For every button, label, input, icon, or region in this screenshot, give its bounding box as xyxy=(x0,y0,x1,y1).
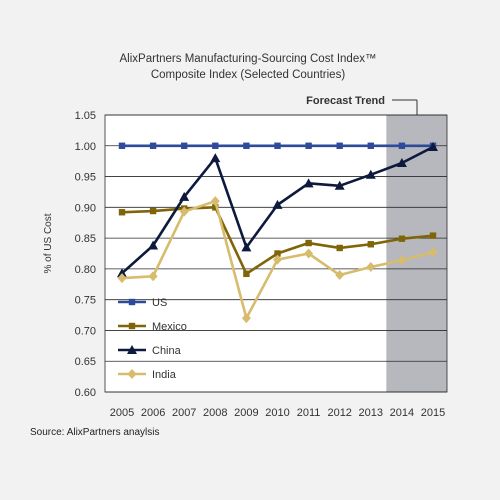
data-point-us xyxy=(398,142,406,149)
x-tick-label: 2009 xyxy=(234,407,258,419)
data-point-china xyxy=(428,142,438,152)
x-tick-label: 2005 xyxy=(110,407,134,419)
series-india xyxy=(117,196,438,324)
x-tick-label: 2006 xyxy=(141,407,165,419)
data-point-us xyxy=(274,142,281,149)
data-point-india xyxy=(179,206,189,217)
legend-label-china: China xyxy=(152,345,182,357)
legend-label-us: US xyxy=(152,297,167,309)
data-point-india xyxy=(397,255,407,266)
data-point-india xyxy=(428,247,438,258)
x-tick-label: 2010 xyxy=(265,407,289,419)
data-point-china xyxy=(117,268,127,278)
y-tick-label: 0.75 xyxy=(75,295,96,307)
data-point-india xyxy=(241,313,251,324)
plot-frame xyxy=(104,114,448,393)
y-tick-label: 0.85 xyxy=(75,233,96,245)
series-china xyxy=(117,142,438,278)
data-point-mexico xyxy=(367,241,374,248)
y-tick-label: 0.60 xyxy=(75,387,96,399)
legend-item-mexico: Mexico xyxy=(118,321,187,333)
data-point-us xyxy=(149,142,157,149)
data-point-china xyxy=(210,153,221,163)
data-point-mexico xyxy=(149,207,157,215)
data-point-china xyxy=(241,242,252,252)
data-point-mexico xyxy=(212,204,219,211)
chart-title-line-2: Composite Index (Selected Countries) xyxy=(151,69,345,81)
y-tick-label: 0.90 xyxy=(75,202,96,214)
series-mexico xyxy=(118,204,437,278)
data-point-mexico xyxy=(118,209,126,216)
data-point-mexico xyxy=(429,232,437,239)
data-point-us xyxy=(212,142,219,149)
x-tick-label: 2012 xyxy=(327,407,351,419)
x-tick-label: 2013 xyxy=(359,407,383,419)
data-point-china xyxy=(396,158,407,168)
data-point-mexico xyxy=(398,235,406,242)
legend-item-india: India xyxy=(118,369,177,381)
data-point-china xyxy=(148,240,159,250)
y-tick-label: 1.00 xyxy=(75,141,96,153)
data-point-mexico xyxy=(243,270,250,278)
x-tick-label: 2014 xyxy=(390,407,414,419)
data-point-china xyxy=(303,178,314,188)
data-point-us xyxy=(243,142,250,149)
data-point-us xyxy=(367,142,374,149)
data-point-mexico xyxy=(305,239,312,247)
plot-background-layer xyxy=(104,99,448,393)
data-point-india xyxy=(366,262,376,273)
data-point-india xyxy=(304,248,314,259)
data-point-mexico xyxy=(274,250,281,257)
x-tick-label: 2015 xyxy=(421,407,445,419)
legend-item-china: China xyxy=(118,345,182,357)
y-axis-label: % of US Cost xyxy=(43,213,54,273)
data-point-us xyxy=(336,142,343,149)
y-tick-label: 0.65 xyxy=(75,356,96,368)
data-point-india xyxy=(148,271,158,282)
data-point-us xyxy=(118,142,126,149)
data-point-india xyxy=(210,196,220,207)
x-tick-label: 2007 xyxy=(172,407,196,419)
forecast-trend-label: Forecast Trend xyxy=(306,95,385,107)
data-point-china xyxy=(272,199,283,209)
data-point-us xyxy=(305,142,312,149)
data-point-mexico xyxy=(336,244,343,252)
legend-marker-china xyxy=(127,345,137,354)
chart-title-line-1: AlixPartners Manufacturing-Sourcing Cost… xyxy=(120,53,377,65)
y-tick-label: 1.05 xyxy=(75,110,96,122)
data-point-china xyxy=(179,191,190,201)
data-point-india xyxy=(335,270,345,281)
x-tick-label: 2008 xyxy=(203,407,227,419)
forecast-region xyxy=(386,115,447,392)
data-point-china xyxy=(365,169,376,179)
data-point-china xyxy=(334,180,345,190)
legend-label-india: India xyxy=(152,369,177,381)
legend-label-mexico: Mexico xyxy=(152,321,187,333)
source-note: Source: AlixPartners anaylsis xyxy=(30,427,160,438)
y-tick-label: 0.80 xyxy=(75,264,96,276)
y-tick-label: 0.95 xyxy=(75,172,96,184)
legend-marker-us xyxy=(128,298,136,306)
x-tick-label: 2011 xyxy=(297,407,321,419)
y-tick-label: 0.70 xyxy=(75,325,96,337)
legend-marker-india xyxy=(127,369,137,379)
series-us xyxy=(118,142,437,149)
data-point-india xyxy=(273,254,282,265)
data-point-india xyxy=(117,273,127,284)
legend-marker-mexico xyxy=(128,322,136,330)
data-point-us xyxy=(181,142,188,149)
legend-item-us: US xyxy=(118,297,167,309)
